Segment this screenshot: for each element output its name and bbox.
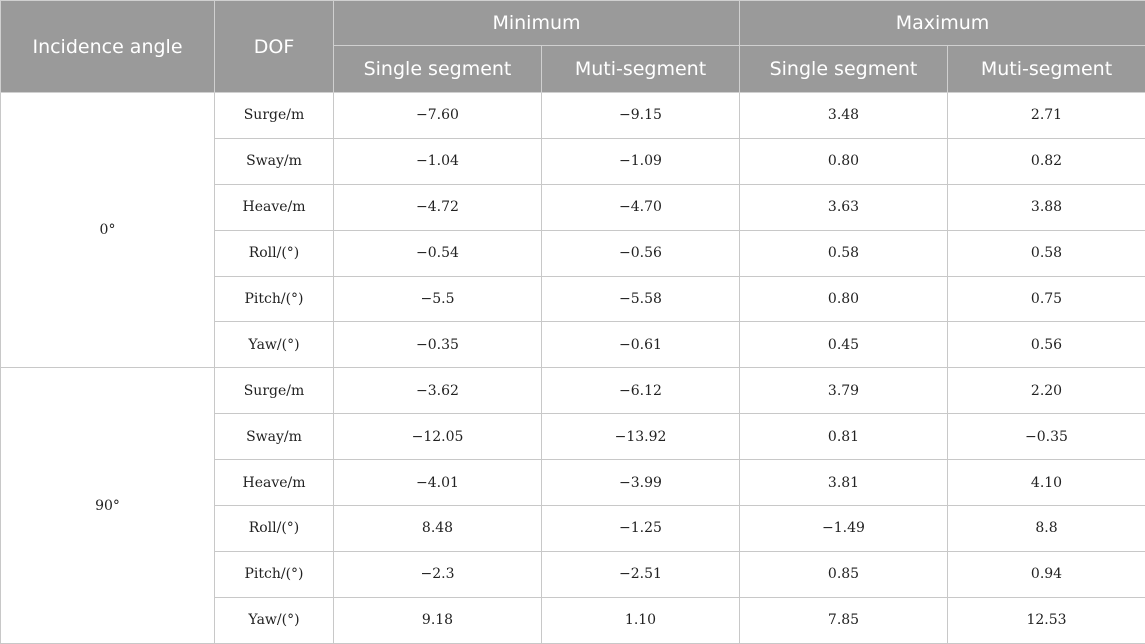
incidence-angle-cell: 90° [1, 368, 215, 643]
value-cell: −4.70 [542, 184, 740, 230]
value-cell: −5.58 [542, 276, 740, 322]
value-cell: 0.80 [740, 138, 948, 184]
value-cell: −0.54 [334, 230, 542, 276]
table-row: 0° Surge/m −7.60 −9.15 3.48 2.71 [1, 93, 1145, 139]
value-cell: −4.01 [334, 460, 542, 506]
header-min-single-segment: Single segment [334, 46, 542, 93]
value-cell: 0.58 [948, 230, 1145, 276]
dof-cell: Pitch/(°) [215, 276, 334, 322]
header-dof: DOF [215, 1, 334, 93]
value-cell: 3.63 [740, 184, 948, 230]
value-cell: 0.45 [740, 322, 948, 368]
header-max-multi-segment: Muti-segment [948, 46, 1145, 93]
header-max-single-segment: Single segment [740, 46, 948, 93]
value-cell: −1.09 [542, 138, 740, 184]
value-cell: 1.10 [542, 597, 740, 643]
header-min-multi-segment: Muti-segment [542, 46, 740, 93]
value-cell: −0.35 [948, 414, 1145, 460]
value-cell: −3.62 [334, 368, 542, 414]
dof-cell: Heave/m [215, 460, 334, 506]
value-cell: 8.8 [948, 506, 1145, 552]
value-cell: 0.75 [948, 276, 1145, 322]
value-cell: −0.61 [542, 322, 740, 368]
dof-cell: Roll/(°) [215, 230, 334, 276]
header-incidence-angle: Incidence angle [1, 1, 215, 93]
value-cell: −3.99 [542, 460, 740, 506]
dof-cell: Pitch/(°) [215, 551, 334, 597]
value-cell: 0.85 [740, 551, 948, 597]
table-row: 90° Surge/m −3.62 −6.12 3.79 2.20 [1, 368, 1145, 414]
value-cell: 2.20 [948, 368, 1145, 414]
value-cell: −1.49 [740, 506, 948, 552]
dof-cell: Surge/m [215, 93, 334, 139]
dof-cell: Heave/m [215, 184, 334, 230]
dof-cell: Sway/m [215, 138, 334, 184]
value-cell: −2.51 [542, 551, 740, 597]
value-cell: 7.85 [740, 597, 948, 643]
value-cell: 0.81 [740, 414, 948, 460]
value-cell: 0.80 [740, 276, 948, 322]
value-cell: 3.48 [740, 93, 948, 139]
value-cell: −7.60 [334, 93, 542, 139]
value-cell: 8.48 [334, 506, 542, 552]
value-cell: −1.25 [542, 506, 740, 552]
dof-cell: Yaw/(°) [215, 597, 334, 643]
value-cell: −5.5 [334, 276, 542, 322]
value-cell: 2.71 [948, 93, 1145, 139]
value-cell: −0.35 [334, 322, 542, 368]
header-minimum: Minimum [334, 1, 740, 46]
value-cell: 3.79 [740, 368, 948, 414]
value-cell: −9.15 [542, 93, 740, 139]
value-cell: 0.82 [948, 138, 1145, 184]
header-maximum: Maximum [740, 1, 1145, 46]
value-cell: −12.05 [334, 414, 542, 460]
value-cell: −1.04 [334, 138, 542, 184]
value-cell: 0.56 [948, 322, 1145, 368]
value-cell: 12.53 [948, 597, 1145, 643]
value-cell: −13.92 [542, 414, 740, 460]
value-cell: 0.58 [740, 230, 948, 276]
dof-cell: Yaw/(°) [215, 322, 334, 368]
dof-cell: Sway/m [215, 414, 334, 460]
dof-cell: Roll/(°) [215, 506, 334, 552]
incidence-angle-cell: 0° [1, 93, 215, 368]
value-cell: −2.3 [334, 551, 542, 597]
value-cell: 4.10 [948, 460, 1145, 506]
value-cell: 0.94 [948, 551, 1145, 597]
value-cell: −6.12 [542, 368, 740, 414]
value-cell: −0.56 [542, 230, 740, 276]
value-cell: 3.88 [948, 184, 1145, 230]
dof-cell: Surge/m [215, 368, 334, 414]
value-cell: 9.18 [334, 597, 542, 643]
value-cell: −4.72 [334, 184, 542, 230]
value-cell: 3.81 [740, 460, 948, 506]
